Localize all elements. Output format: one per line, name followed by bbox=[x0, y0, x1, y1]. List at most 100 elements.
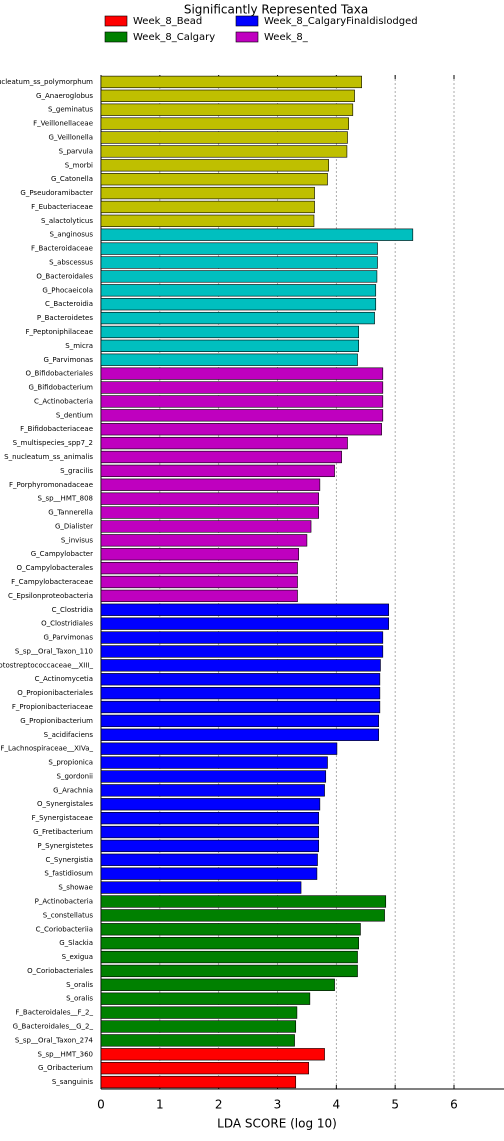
bar bbox=[100, 603, 389, 616]
legend-label: Week_8_CalgaryFinaldislodged bbox=[264, 16, 418, 27]
bar bbox=[100, 103, 354, 116]
bar bbox=[100, 756, 328, 769]
x-tick-label: 0 bbox=[97, 1098, 105, 1112]
y-tick-label: G_Fretibacterium bbox=[33, 828, 93, 836]
bar bbox=[100, 617, 389, 630]
y-tick-label: C_Actinobacteria bbox=[34, 397, 93, 405]
y-tick-label: S_morbi bbox=[65, 161, 93, 169]
bar bbox=[100, 270, 378, 283]
y-tick-label: G_Anaeroglobus bbox=[36, 92, 93, 100]
legend-swatch bbox=[104, 15, 128, 27]
bar bbox=[100, 853, 318, 866]
y-tick-label: S_fastidiosum bbox=[44, 870, 93, 878]
y-tick-label: G_Campylobacter bbox=[31, 550, 93, 558]
legend-label: Week_8_ bbox=[264, 32, 309, 43]
y-tick-label: O_Synergistales bbox=[37, 800, 93, 808]
bar bbox=[100, 173, 328, 186]
bar bbox=[100, 742, 338, 755]
y-tick-label: F_Porphyromonadaceae bbox=[9, 481, 93, 489]
bar bbox=[100, 575, 298, 589]
y-tick-label: G_Propionibacterium bbox=[20, 717, 93, 725]
bar bbox=[100, 881, 302, 894]
bar bbox=[100, 159, 329, 172]
y-tick-label: F_Synergistaceae bbox=[32, 814, 93, 822]
bar bbox=[100, 631, 384, 644]
bar bbox=[100, 367, 384, 380]
y-tick-label: S_sanguinis bbox=[52, 1078, 94, 1086]
bar bbox=[100, 673, 381, 686]
bar bbox=[100, 200, 315, 214]
y-tick-label: O_Coriobacteriales bbox=[27, 967, 93, 975]
y-tick-label: F_Peptoniphilaceae bbox=[26, 328, 93, 336]
y-tick-label: S_sp__Oral_Taxon_110 bbox=[15, 647, 93, 655]
bar bbox=[100, 867, 318, 880]
y-tick-label: S_micra bbox=[65, 342, 93, 350]
bar bbox=[100, 686, 381, 700]
bar bbox=[100, 436, 348, 450]
y-tick-label: G_Veillonella bbox=[48, 134, 93, 142]
legend-swatch bbox=[235, 31, 259, 43]
y-tick-label: S_showae bbox=[58, 884, 93, 892]
y-tick-label: S_anginosus bbox=[49, 231, 93, 239]
bar bbox=[100, 395, 384, 408]
bar bbox=[100, 478, 321, 491]
y-tick-label: G_Tannerella bbox=[48, 509, 93, 517]
y-tick-label: G_Bacteroidales__G_2_ bbox=[13, 1022, 94, 1030]
y-tick-label: F_Lachnospiraceae__XIVa_ bbox=[0, 745, 93, 753]
bar bbox=[100, 75, 362, 89]
bar bbox=[100, 520, 312, 533]
bar bbox=[100, 339, 359, 352]
y-tick-label: S_invisus bbox=[61, 536, 93, 544]
bar bbox=[100, 1020, 297, 1033]
bar bbox=[100, 964, 358, 978]
bar bbox=[100, 492, 319, 505]
y-tick-label: S_abscessus bbox=[49, 259, 93, 267]
y-tick-label: S_parvula bbox=[59, 147, 93, 155]
y-tick-label: S_dentium bbox=[56, 411, 93, 419]
y-tick-label: S_sp__HMT_360 bbox=[38, 1050, 93, 1058]
x-tick-label: 2 bbox=[215, 1098, 223, 1112]
bar bbox=[100, 770, 327, 783]
y-tick-label: O_Campylobacterales bbox=[16, 564, 93, 572]
y-tick-label: C_Bacteroidia bbox=[45, 300, 93, 308]
y-tick-label: S_acidifaciens bbox=[44, 731, 94, 739]
y-tick-label: C_Epsilonproteobacteria bbox=[8, 592, 93, 600]
y-tick-label: F_Bacteroidaceae bbox=[31, 245, 93, 253]
bar bbox=[100, 1062, 309, 1075]
bar bbox=[100, 242, 378, 255]
y-tick-label: S_nucleatum_ss_animalis bbox=[4, 453, 93, 461]
bar bbox=[100, 909, 385, 922]
x-tick-label: 6 bbox=[450, 1098, 458, 1112]
y-tick-label: S_alactolyticus bbox=[41, 217, 93, 225]
y-tick-label: F_Bacteroidales__F_2_ bbox=[15, 1009, 93, 1017]
y-tick-label: F_Bifidobacteriaceae bbox=[20, 425, 93, 433]
bar bbox=[100, 117, 349, 130]
y-tick-label: P_Bacteroidetes bbox=[37, 314, 93, 322]
bar bbox=[100, 311, 375, 325]
x-axis-label: LDA SCORE (log 10) bbox=[217, 1117, 337, 1131]
y-tick-label: ptostreptococcaceae__XIII_ bbox=[0, 661, 93, 669]
x-tick-label: 4 bbox=[333, 1098, 341, 1112]
bar bbox=[100, 450, 342, 464]
y-tick-label: G_Phocaeicola bbox=[42, 286, 93, 294]
chart-title: Significantly Represented Taxa bbox=[184, 3, 368, 17]
y-tick-label: G_Bifidobacterium bbox=[28, 384, 93, 392]
y-tick-label: S_sp__HMT_808 bbox=[38, 495, 93, 503]
bar bbox=[100, 256, 378, 269]
bar bbox=[100, 409, 384, 422]
y-tick-label: O_Propionibacteriales bbox=[17, 689, 93, 697]
bar bbox=[100, 423, 382, 436]
bar bbox=[100, 228, 414, 241]
bar bbox=[100, 464, 335, 478]
y-tick-label: C_Synergistia bbox=[46, 856, 94, 864]
bar bbox=[100, 145, 348, 158]
x-tick-label: 5 bbox=[391, 1098, 399, 1112]
y-tick-label: F_Eubacteriaceae bbox=[31, 203, 93, 211]
y-tick-label: S_geminatus bbox=[48, 106, 93, 114]
y-tick-label: S_exigua bbox=[62, 953, 93, 961]
y-tick-label: O_Clostridiales bbox=[41, 620, 93, 628]
bar bbox=[100, 825, 319, 839]
y-tick-label: S_propionica bbox=[48, 759, 93, 767]
bar bbox=[100, 784, 325, 797]
